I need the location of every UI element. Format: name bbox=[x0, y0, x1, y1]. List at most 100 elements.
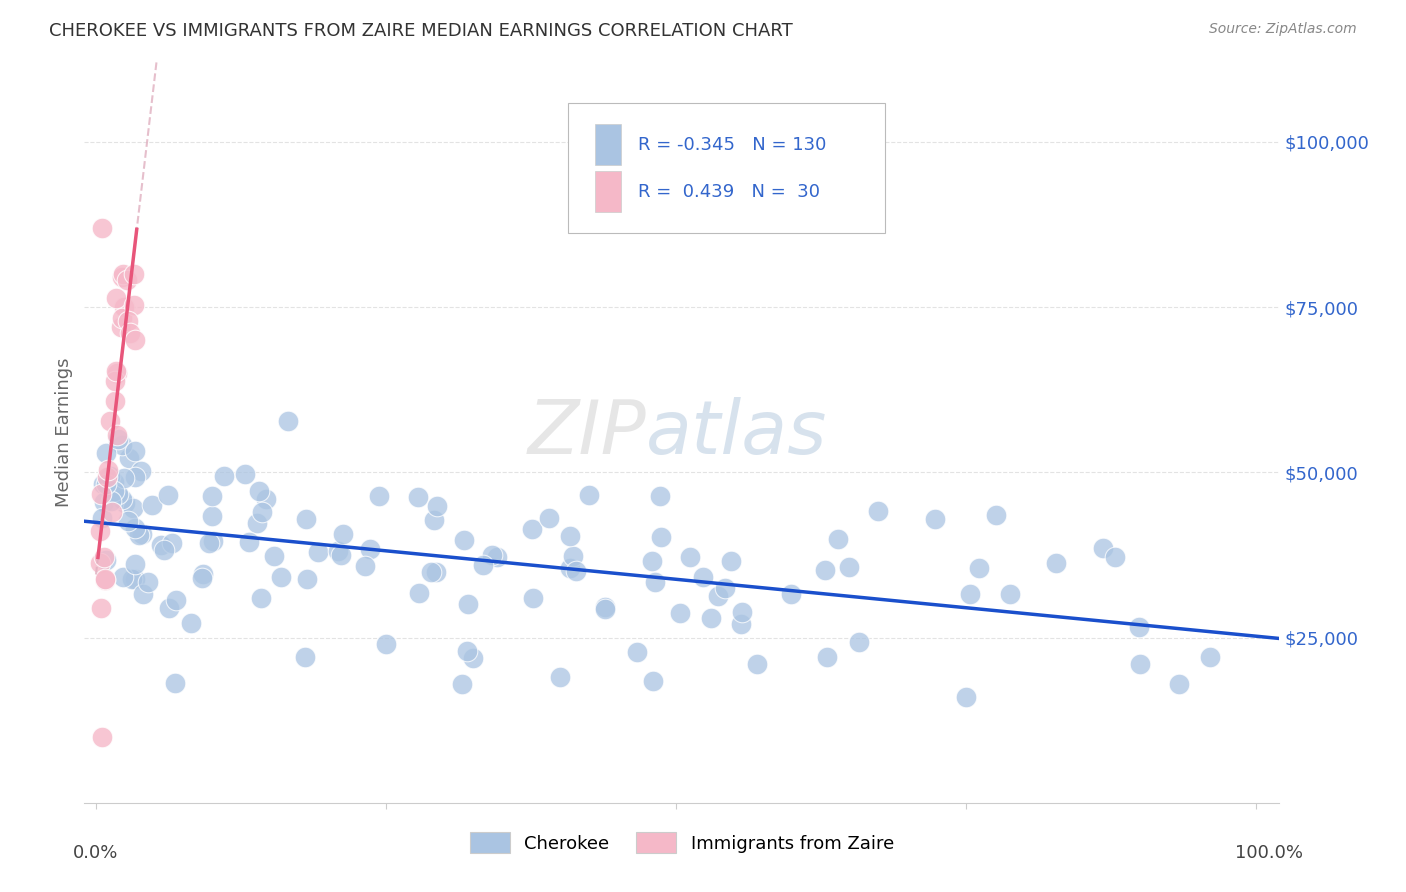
Point bbox=[97, 463, 120, 477]
Point bbox=[522, 591, 544, 605]
Point bbox=[967, 560, 990, 574]
Point bbox=[112, 570, 135, 584]
Point bbox=[91, 220, 114, 235]
Point bbox=[200, 509, 222, 524]
Point bbox=[121, 572, 143, 586]
Point bbox=[117, 514, 139, 528]
Point bbox=[114, 495, 136, 509]
Point bbox=[538, 511, 561, 525]
Point bbox=[149, 538, 172, 552]
Point bbox=[96, 470, 118, 484]
Point bbox=[252, 505, 274, 519]
Point bbox=[162, 536, 184, 550]
Point bbox=[91, 510, 114, 524]
Point bbox=[104, 291, 127, 305]
Point bbox=[124, 558, 146, 572]
Point bbox=[644, 575, 666, 590]
Point bbox=[93, 549, 115, 564]
Point bbox=[89, 556, 111, 570]
Point bbox=[359, 542, 381, 557]
Point bbox=[122, 501, 145, 516]
Point bbox=[250, 591, 273, 606]
Point bbox=[124, 521, 146, 535]
Point bbox=[578, 488, 600, 502]
Point bbox=[998, 587, 1021, 601]
Point bbox=[105, 366, 128, 380]
Point bbox=[779, 587, 801, 601]
Point bbox=[117, 313, 139, 327]
Point bbox=[955, 690, 977, 704]
Point bbox=[107, 486, 129, 500]
Point bbox=[368, 489, 391, 503]
Point bbox=[1045, 556, 1067, 570]
Point bbox=[103, 483, 125, 498]
Point bbox=[1104, 549, 1126, 564]
Point bbox=[94, 553, 117, 567]
Point bbox=[827, 532, 849, 546]
Point bbox=[90, 601, 112, 615]
Text: atlas: atlas bbox=[647, 397, 828, 468]
Point bbox=[420, 565, 443, 579]
Text: 100.0%: 100.0% bbox=[1236, 844, 1303, 862]
Point bbox=[548, 670, 571, 684]
Point bbox=[107, 433, 129, 447]
Point bbox=[104, 364, 127, 378]
Point bbox=[263, 549, 285, 563]
Point bbox=[838, 559, 860, 574]
Point bbox=[425, 566, 447, 580]
Point bbox=[326, 544, 349, 558]
Point bbox=[105, 486, 128, 500]
Point bbox=[520, 522, 543, 536]
Point bbox=[692, 570, 714, 584]
Point bbox=[868, 504, 890, 518]
Text: CHEROKEE VS IMMIGRANTS FROM ZAIRE MEDIAN EARNINGS CORRELATION CHART: CHEROKEE VS IMMIGRANTS FROM ZAIRE MEDIAN… bbox=[49, 22, 793, 40]
Point bbox=[94, 572, 117, 586]
Point bbox=[641, 673, 664, 688]
Point bbox=[103, 475, 125, 489]
Point bbox=[101, 505, 124, 519]
Point bbox=[329, 548, 352, 562]
Point bbox=[1198, 650, 1220, 665]
Point bbox=[1129, 657, 1152, 671]
FancyBboxPatch shape bbox=[595, 124, 621, 165]
Point bbox=[159, 601, 181, 615]
Point bbox=[731, 605, 754, 619]
Point bbox=[120, 326, 142, 341]
Point bbox=[406, 490, 429, 504]
Point bbox=[815, 650, 838, 665]
Point bbox=[163, 676, 186, 690]
Point bbox=[94, 446, 117, 460]
Point bbox=[246, 516, 269, 530]
Point bbox=[201, 534, 224, 549]
Point bbox=[720, 554, 742, 568]
Point bbox=[700, 611, 723, 625]
Point bbox=[593, 601, 616, 615]
Point bbox=[90, 486, 112, 500]
Point bbox=[90, 730, 112, 744]
Point bbox=[157, 488, 180, 502]
Point bbox=[94, 477, 117, 491]
Point bbox=[648, 489, 671, 503]
Point bbox=[1128, 619, 1150, 633]
Point bbox=[354, 558, 377, 573]
FancyBboxPatch shape bbox=[595, 171, 621, 212]
Point bbox=[107, 428, 129, 442]
Point bbox=[294, 512, 316, 526]
Text: R =  0.439   N =  30: R = 0.439 N = 30 bbox=[638, 183, 820, 201]
Point bbox=[707, 589, 730, 603]
Point bbox=[193, 567, 215, 582]
Point bbox=[307, 544, 329, 558]
Point bbox=[747, 657, 769, 671]
Point bbox=[1092, 541, 1115, 556]
Point bbox=[124, 470, 146, 484]
Point bbox=[131, 527, 153, 541]
Text: Source: ZipAtlas.com: Source: ZipAtlas.com bbox=[1209, 22, 1357, 37]
Point bbox=[422, 513, 444, 527]
Y-axis label: Median Earnings: Median Earnings bbox=[55, 358, 73, 508]
Point bbox=[848, 635, 870, 649]
Point bbox=[238, 535, 260, 549]
Point bbox=[450, 677, 472, 691]
Point bbox=[814, 562, 837, 576]
Point bbox=[89, 524, 111, 539]
Point bbox=[565, 564, 588, 578]
